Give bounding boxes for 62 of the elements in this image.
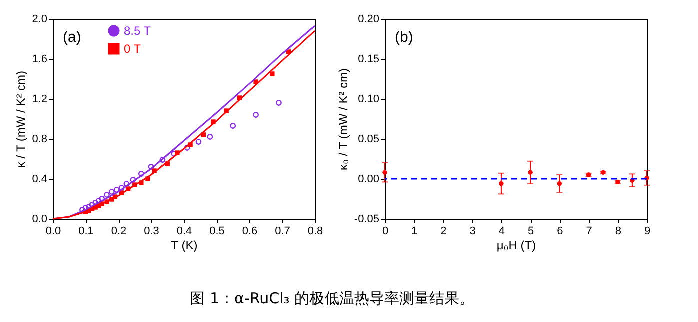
y-axis-title: κ / T (mW / K² cm) [14,70,28,168]
y-tick-label: 1.2 [32,94,48,106]
y-tick-label: 1.6 [32,54,48,66]
x-tick-label: 0.1 [78,226,94,238]
y-tick-label: 2.0 [32,14,48,26]
legend-label: 8.5 T [124,24,152,38]
annotation: (b) [395,29,414,46]
y-tick-label: 0.10 [358,94,380,106]
y-tick-label: 0.8 [32,134,48,146]
point [138,171,144,177]
y-tick-label: 0.4 [32,174,48,186]
x-tick-label: 5 [528,226,534,238]
x-tick-label: 4 [498,226,506,238]
point [99,196,106,202]
point [254,80,258,84]
y-tick-label: 0.20 [358,14,380,26]
x-tick-label: 0.7 [275,226,290,238]
x-tick-label: 7 [586,226,592,238]
x-tick-label: 0.4 [176,226,192,238]
x-tick-label: 3 [470,226,476,238]
y-tick-label: 0.0 [32,214,48,226]
point [160,157,166,163]
x-tick-label: 1 [412,226,418,238]
point [196,139,202,145]
x-tick-label: 9 [644,226,651,238]
x-tick-label: 0.5 [210,226,225,238]
x-tick-label: 0.3 [144,226,160,238]
point [104,192,110,198]
point [528,170,533,175]
point [276,100,282,106]
point [114,187,120,193]
x-tick-label: 2 [440,226,447,238]
point [253,112,259,118]
point [124,181,130,187]
x-tick-label: 0.8 [308,226,324,238]
x-tick-label: 0.6 [242,226,258,238]
point [382,170,388,175]
point [230,123,236,129]
x-tick-label: 0.2 [111,226,127,238]
legend-label: 0 T [124,42,142,56]
point [184,145,190,151]
point [130,177,136,183]
x-axis-title: μ₀H (T) [496,238,536,252]
annotation: (a) [63,29,82,46]
x-tick-label: 0.0 [46,226,62,238]
x-axis-title: T (K) [171,238,198,252]
y-tick-label: 0.05 [358,134,380,146]
point [148,164,154,170]
point [118,185,125,191]
point [270,72,275,76]
y-tick-label: -0.05 [354,214,380,226]
point [499,181,504,186]
caption: 图 1：α-RuCl₃ 的极低温热导率测量结果。 [190,290,475,308]
y-axis-title: κ₀ / T (mW / K² cm) [336,68,350,171]
x-tick-label: 0 [382,226,389,238]
point [207,134,214,140]
point [557,181,562,186]
y-tick-label: 0.15 [358,54,380,66]
y-tick-label: 0.00 [358,174,380,186]
point [109,189,115,195]
x-tick-label: 8 [615,226,622,238]
x-tick-label: 6 [557,226,564,238]
